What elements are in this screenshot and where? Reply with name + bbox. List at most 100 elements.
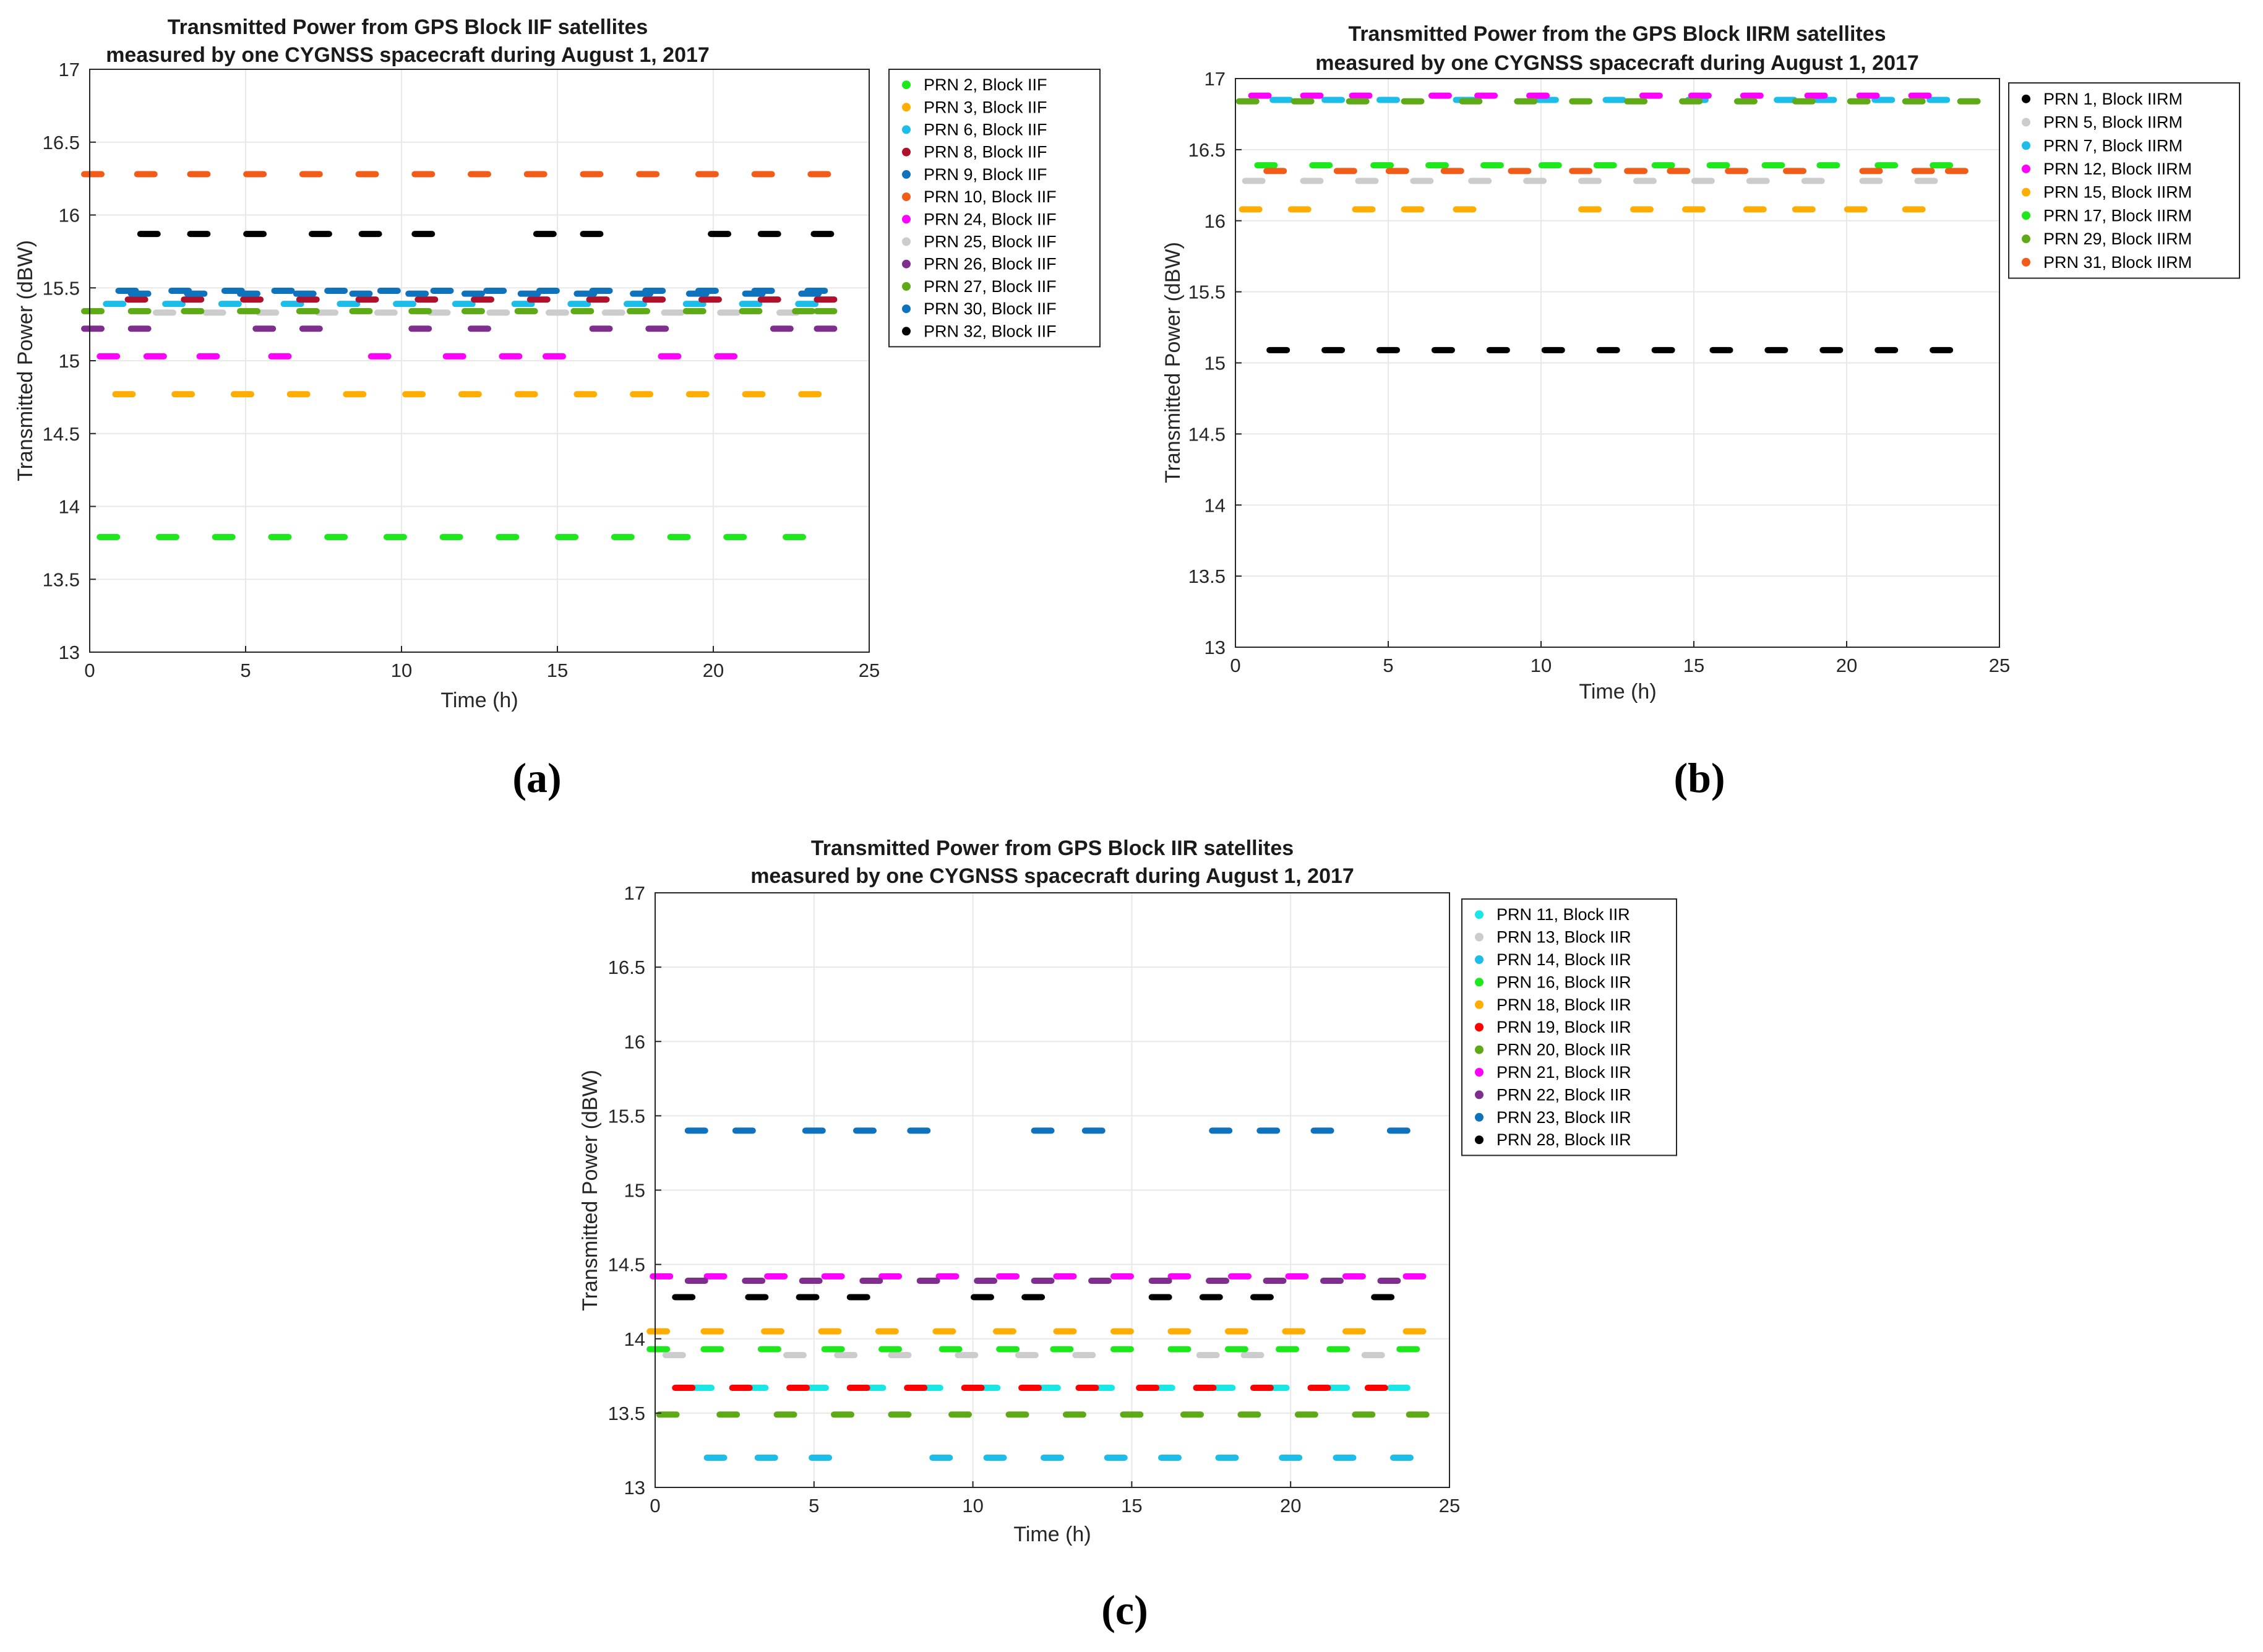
chart-c-x-tick-label: 20	[1280, 1495, 1301, 1516]
chart-b-y-tick-label: 15	[1204, 353, 1226, 374]
chart-c-legend-marker	[1475, 932, 1484, 942]
chart-c-y-tick-label: 14	[624, 1328, 645, 1350]
chart-a-legend-marker	[902, 304, 911, 314]
chart-c-legend-entry: PRN 13, Block IIR	[1496, 928, 1631, 947]
chart-b-y-axis-label: Transmitted Power (dBW)	[1161, 242, 1185, 483]
chart-b-legend-entry: PRN 29, Block IIRM	[2043, 230, 2192, 248]
chart-b-x-tick-label: 25	[1989, 655, 2010, 676]
chart-c-y-axis-label: Transmitted Power (dBW)	[578, 1070, 602, 1311]
chart-c-x-tick-label: 15	[1121, 1495, 1142, 1516]
chart-b-legend-marker	[2022, 94, 2030, 103]
chart-a-legend-entry: PRN 27, Block IIF	[924, 277, 1057, 296]
panel-a-chart: Transmitted Power from GPS Block IIF sat…	[14, 15, 1101, 801]
chart-b-legend-marker	[2022, 234, 2030, 244]
chart-a-y-tick-label: 13	[59, 642, 80, 663]
chart-c-y-tick-label: 15	[624, 1180, 645, 1202]
chart-b-legend-marker	[2022, 164, 2030, 173]
chart-c-x-tick-label: 25	[1439, 1495, 1460, 1516]
chart-a-y-tick-label: 16.5	[43, 132, 80, 153]
chart-c-legend-marker	[1475, 910, 1484, 919]
chart-c-legend-marker	[1475, 1112, 1484, 1122]
chart-b-x-axis-label: Time (h)	[1579, 680, 1656, 703]
chart-a-legend-entry: PRN 3, Block IIF	[924, 98, 1047, 116]
chart-a-x-tick-label: 10	[391, 660, 412, 681]
chart-b-legend	[2008, 82, 2240, 279]
chart-c-panel-label: (c)	[1101, 1586, 1148, 1633]
chart-b-y-tick-label: 13.5	[1188, 566, 1226, 587]
chart-c-x-tick-label: 10	[962, 1495, 983, 1516]
chart-a-legend-marker	[902, 327, 911, 336]
chart-b-legend-entry: PRN 1, Block IIRM	[2043, 90, 2183, 108]
chart-a-x-tick-label: 15	[547, 660, 568, 681]
chart-a-legend-marker	[902, 192, 911, 202]
chart-c-legend-entry: PRN 19, Block IIR	[1496, 1018, 1631, 1036]
panel-b-chart: Transmitted Power from the GPS Block IIR…	[1161, 22, 2240, 801]
chart-a-legend-marker	[902, 282, 911, 291]
chart-a-y-tick-label: 17	[59, 59, 80, 80]
chart-a-legend-entry: PRN 32, Block IIF	[924, 322, 1057, 340]
chart-c-legend-entry: PRN 23, Block IIR	[1496, 1108, 1631, 1127]
chart-a-legend-entry: PRN 2, Block IIF	[924, 75, 1047, 94]
chart-a-legend-marker	[902, 215, 911, 224]
chart-a-legend	[888, 69, 1101, 348]
chart-b-x-tick-label: 0	[1230, 655, 1240, 676]
chart-b-legend-entry: PRN 12, Block IIRM	[2043, 160, 2192, 178]
chart-c-y-tick-label: 16	[624, 1031, 645, 1052]
chart-a-legend-marker	[902, 259, 911, 269]
chart-b-panel-label: (b)	[1673, 754, 1725, 801]
chart-b-legend-marker	[2022, 211, 2030, 220]
chart-a-y-tick-label: 16	[59, 205, 80, 226]
chart-a-legend-entry: PRN 25, Block IIF	[924, 233, 1057, 251]
chart-c-y-tick-label: 14.5	[608, 1254, 645, 1276]
chart-b-x-tick-label: 5	[1383, 655, 1393, 676]
chart-c-legend-marker	[1475, 1045, 1484, 1054]
chart-c-legend	[1461, 898, 1677, 1156]
chart-a-x-tick-label: 20	[703, 660, 724, 681]
chart-b-legend-entry: PRN 15, Block IIRM	[2043, 183, 2192, 202]
chart-b-legend-entry: PRN 17, Block IIRM	[2043, 206, 2192, 225]
chart-a-legend-marker	[902, 147, 911, 157]
chart-c-legend-entry: PRN 14, Block IIR	[1496, 950, 1631, 969]
chart-b-y-tick-label: 16.5	[1188, 139, 1226, 161]
chart-c-legend-entry: PRN 28, Block IIR	[1496, 1130, 1631, 1149]
chart-b-y-tick-label: 16	[1204, 210, 1226, 232]
chart-b-y-tick-label: 15.5	[1188, 282, 1226, 303]
chart-a-legend-entry: PRN 30, Block IIF	[924, 299, 1057, 318]
chart-a-legend-marker	[902, 125, 911, 134]
chart-b-y-tick-label: 14.5	[1188, 423, 1226, 445]
chart-c-legend-entry: PRN 21, Block IIR	[1496, 1063, 1631, 1082]
chart-c-y-tick-label: 17	[624, 882, 645, 904]
chart-c-legend-entry: PRN 11, Block IIR	[1496, 905, 1630, 924]
chart-c-legend-marker	[1475, 955, 1484, 964]
chart-b-y-tick-label: 14	[1204, 494, 1226, 516]
chart-a-y-tick-label: 14.5	[43, 423, 80, 445]
chart-a-x-tick-label: 0	[84, 660, 95, 681]
chart-c-legend-entry: PRN 18, Block IIR	[1496, 996, 1631, 1014]
chart-b-y-tick-label: 13	[1204, 637, 1226, 658]
chart-a-y-tick-label: 15.5	[43, 277, 80, 299]
chart-a-legend-entry: PRN 6, Block IIF	[924, 121, 1047, 139]
chart-c-y-tick-label: 13	[624, 1477, 645, 1499]
chart-a-legend-entry: PRN 10, Block IIF	[924, 187, 1057, 206]
chart-c-x-tick-label: 5	[809, 1495, 819, 1516]
chart-b-title-line-1: Transmitted Power from the GPS Block IIR…	[1348, 22, 1886, 46]
chart-c-title-line-1: Transmitted Power from GPS Block IIR sat…	[811, 837, 1294, 860]
chart-a-legend-entry: PRN 24, Block IIF	[924, 210, 1057, 228]
chart-c-y-tick-label: 16.5	[608, 957, 645, 978]
chart-a-panel-label: (a)	[512, 754, 561, 801]
chart-b-x-tick-label: 20	[1836, 655, 1857, 676]
chart-b-legend-entry: PRN 31, Block IIRM	[2043, 253, 2192, 272]
chart-c-x-tick-label: 0	[650, 1495, 660, 1516]
chart-a-legend-entry: PRN 8, Block IIF	[924, 143, 1047, 161]
chart-a-y-tick-label: 14	[59, 496, 80, 518]
chart-c-legend-marker	[1475, 1023, 1484, 1032]
chart-a-legend-marker	[902, 170, 911, 179]
chart-b-legend-marker	[2022, 118, 2030, 127]
chart-a-title-line-1: Transmitted Power from GPS Block IIF sat…	[168, 15, 648, 39]
panel-c-chart: Transmitted Power from GPS Block IIR sat…	[578, 837, 1677, 1633]
chart-a-y-tick-label: 13.5	[43, 569, 80, 590]
chart-b-legend-entry: PRN 5, Block IIRM	[2043, 113, 2183, 132]
chart-c-y-tick-label: 15.5	[608, 1105, 645, 1127]
chart-a-legend-marker	[902, 103, 911, 112]
